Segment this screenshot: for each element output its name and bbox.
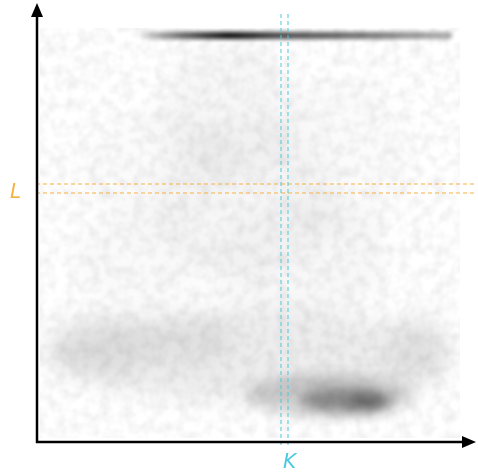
y-axis-arrowhead bbox=[31, 3, 43, 17]
vertical-guide bbox=[280, 14, 289, 446]
density-field bbox=[40, 28, 460, 438]
label-k: K bbox=[283, 449, 298, 473]
horizontal-guide bbox=[36, 183, 476, 194]
axes bbox=[31, 3, 476, 448]
density-grain bbox=[40, 28, 460, 438]
x-axis-arrowhead bbox=[462, 436, 476, 448]
label-l: L bbox=[10, 179, 21, 203]
